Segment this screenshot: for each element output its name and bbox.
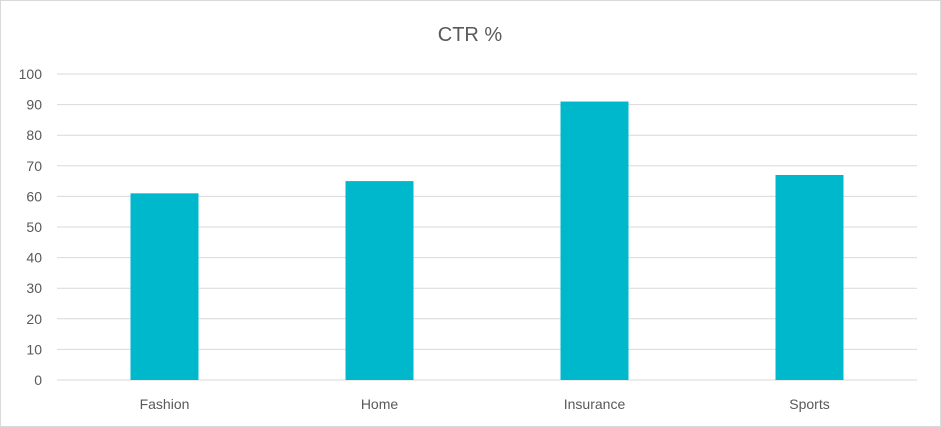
bar-insurance [560,101,629,380]
bars [130,101,844,380]
y-tick-label: 20 [26,311,42,327]
bar-sports [775,174,844,380]
y-tick-label: 10 [26,341,42,357]
bar-home [345,181,414,380]
y-tick-label: 60 [26,188,42,204]
y-tick-label: 50 [26,219,42,235]
chart-title: CTR % [438,24,503,46]
x-tick-label: Insurance [564,396,626,412]
y-tick-label: 90 [26,97,42,113]
x-tick-label: Fashion [140,396,190,412]
x-axis-labels: Fashion Home Insurance Sports [140,396,830,412]
y-tick-label: 0 [34,372,42,388]
gridlines [57,73,917,381]
y-tick-label: 30 [26,280,42,296]
y-tick-label: 40 [26,250,42,266]
y-tick-label: 70 [26,158,42,174]
y-axis-ticks: 0 10 20 30 40 50 60 70 80 90 100 [19,66,43,388]
bar-fashion [130,193,199,380]
y-tick-label: 80 [26,127,42,143]
x-tick-label: Sports [789,396,829,412]
y-tick-label: 100 [19,66,43,82]
x-tick-label: Home [361,396,399,412]
